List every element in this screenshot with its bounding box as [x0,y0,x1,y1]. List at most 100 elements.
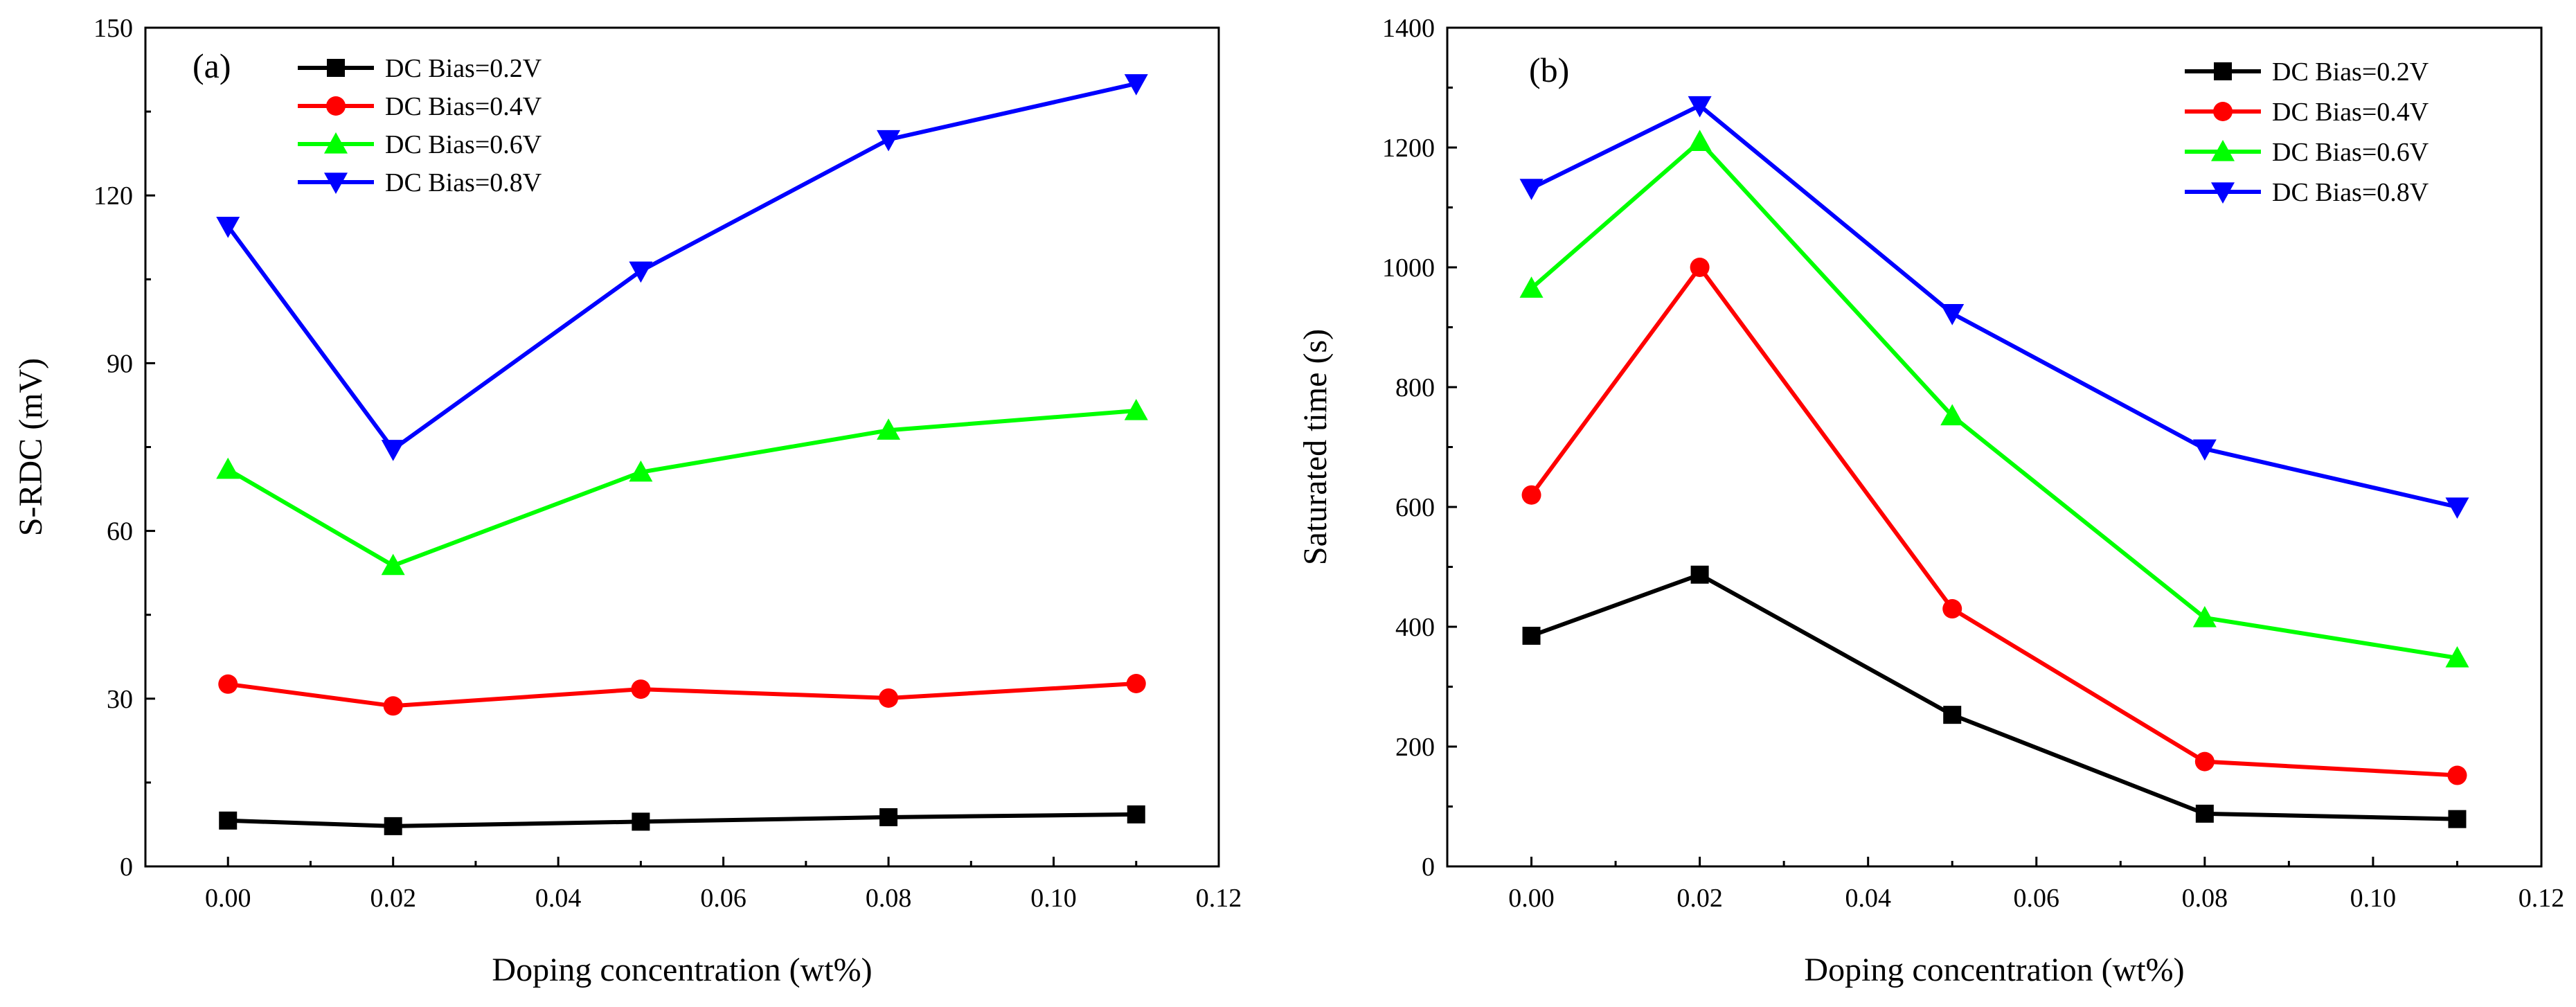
legend-label: DC Bias=0.2V [2272,57,2429,87]
data-point [2448,810,2467,828]
legend-marker [2211,140,2235,161]
data-point [383,696,403,716]
x-axis-title: Doping concentration (wt%) [1804,952,2184,988]
legend-label: DC Bias=0.8V [2272,178,2429,207]
data-point [1124,399,1148,420]
data-point [1519,179,1544,200]
legend: DC Bias=0.2V DC Bias=0.4V DC Bias=0.6V DC B… [298,54,542,197]
data-point [2195,804,2214,823]
legend-marker [2211,182,2235,204]
data-point [2194,751,2215,772]
y-tick-label: 600 [1395,493,1435,522]
series-line [227,681,1136,709]
y-tick-label: 1400 [1382,14,1435,43]
series-line [228,812,1136,828]
series-dc-bias-0-8v [1519,96,2469,519]
data-point [631,679,651,699]
data-point [629,261,653,283]
series-dc-bias-0-4v [1521,258,2467,785]
data-point [2447,765,2467,785]
x-axis-title: Doping concentration (wt%) [492,952,872,988]
data-point [219,811,238,830]
legend-label: DC Bias=0.4V [385,92,542,121]
data-point [1124,74,1148,96]
data-point [1940,404,1965,426]
data-point [2192,606,2217,627]
series-dc-bias-0-6v [216,399,1148,576]
legend-label: DC Bias=0.6V [385,130,542,159]
legend-label: DC Bias=0.4V [2272,98,2429,127]
y-tick-label: 0 [1422,853,1435,882]
x-tick-label: 0.02 [1676,884,1723,913]
y-tick-label: 400 [1395,613,1435,642]
x-tick-label: 0.06 [2014,884,2060,913]
x-tick-label: 0.04 [535,884,582,913]
legend-marker [2213,102,2233,121]
legend-label: DC Bias=0.6V [2272,138,2429,167]
data-point [879,808,898,826]
chart-panel-b: 0.00 0.02 0.04 0.06 0.08 0.10 0.12 0 200 400 600 80… [1297,14,2564,988]
x-tick-label: 0.12 [1196,884,1242,913]
x-tick-label: 0.02 [370,884,416,913]
x-tick-label: 0.10 [1030,884,1077,913]
data-point [879,688,899,708]
series-dc-bias-0-4v [218,674,1146,716]
data-point [1943,706,1962,724]
y-tick-label: 1200 [1382,134,1435,163]
y-axis-title: Saturated time (s) [1297,329,1334,565]
legend-marker [326,96,346,116]
data-point [1519,276,1544,298]
data-point [1521,485,1541,505]
series-line [226,81,1137,452]
legend: DC Bias=0.2V DC Bias=0.4V DC Bias=0.6V DC B… [2185,57,2429,207]
series-line [1530,139,2458,660]
data-point [1126,674,1146,694]
y-tick-label: 60 [107,517,133,546]
y-tick-label: 1000 [1382,253,1435,283]
series-dc-bias-0-2v [1522,565,2467,828]
series-dc-bias-0-6v [1519,130,2469,668]
series-line [1530,572,2458,821]
data-point [877,418,901,440]
data-point [1942,599,1962,619]
legend-marker [324,132,348,154]
panel-label: (a) [193,46,231,85]
series-line [226,409,1137,568]
data-point [1522,626,1541,645]
legend-marker [324,172,348,194]
x-tick-label: 0.08 [2182,884,2228,913]
data-point [1688,96,1712,118]
x-tick-label: 0.12 [2519,884,2565,913]
data-point [1940,304,1965,326]
data-point [1688,130,1712,151]
data-point [1690,565,1709,584]
data-point [632,812,650,831]
legend-label: DC Bias=0.2V [385,54,542,83]
data-point [384,817,402,835]
legend-marker [327,59,345,77]
series-line [1530,263,2458,778]
data-point [629,460,653,482]
data-point [216,217,240,238]
data-point [877,130,901,152]
data-point [2445,497,2469,519]
series-dc-bias-0-8v [216,74,1148,461]
x-tick-label: 0.10 [2350,884,2397,913]
data-point [1127,805,1145,823]
data-point [216,457,240,479]
data-point [2192,439,2217,461]
y-tick-label: 120 [93,181,133,211]
y-tick-label: 200 [1395,733,1435,762]
y-tick-label: 30 [107,685,133,714]
x-tick-label: 0.00 [205,884,251,913]
data-point [218,674,238,694]
panel-label: (b) [1529,51,1569,89]
series-dc-bias-0-2v [219,805,1145,835]
data-point [381,440,405,461]
chart-panel-a: 0.00 0.02 0.04 0.06 0.08 0.10 0.12 0 30 60 90 120 15… [12,14,1242,988]
x-tick-label: 0.08 [866,884,912,913]
y-tick-label: 0 [120,853,133,882]
y-axis-title: S-RDC (mV) [12,358,49,536]
plot-frame [144,26,1220,868]
